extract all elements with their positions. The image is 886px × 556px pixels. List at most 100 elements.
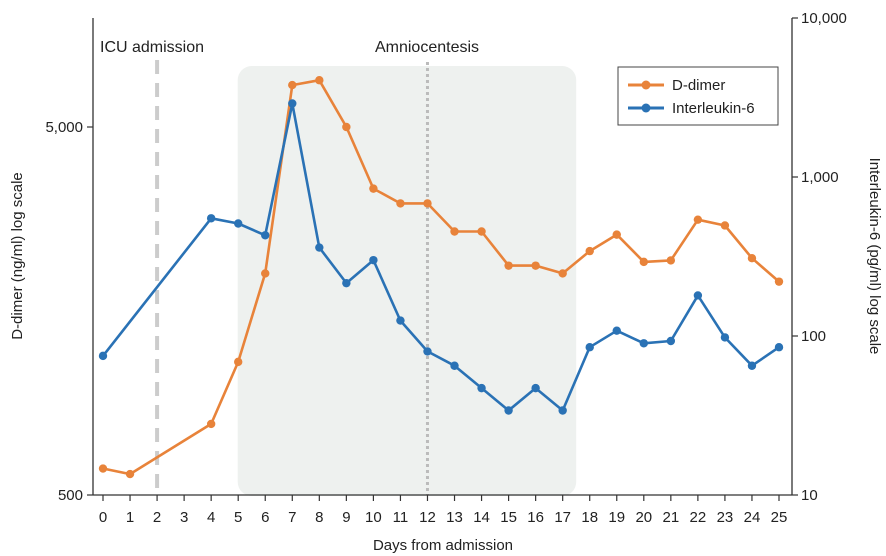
data-point-d-dimer [396,199,405,208]
series-interleukin-6 [98,99,784,415]
x-tick-label: 17 [554,509,571,526]
y-left-tick-label: 500 [58,487,83,504]
data-point-d-dimer [342,122,351,132]
x-tick-label: 3 [180,509,188,526]
y-left-axis-ticks: 500 5,000 [45,119,93,504]
x-tick-label: 21 [662,509,679,526]
data-point-interleukin-6 [98,351,108,361]
legend-box [617,66,779,126]
legend-marker-interleukin-6 [641,103,651,113]
data-point-d-dimer [720,221,730,230]
data-point-d-dimer [288,80,297,90]
data-point-d-dimer [234,357,243,367]
data-point-d-dimer [639,257,648,267]
data-point-interleukin-6 [288,99,297,108]
x-tick-label: 8 [315,509,323,526]
data-point-interleukin-6 [315,243,324,252]
x-tick-label: 16 [527,509,544,526]
x-tick-label: 24 [744,509,761,526]
legend-label-interleukin-6: Interleukin-6 [672,100,755,117]
x-tick-label: 18 [581,509,598,526]
data-point-interleukin-6 [369,255,378,265]
legend-item-interleukin-6: Interleukin-6 [628,100,755,117]
data-point-d-dimer [98,464,108,473]
legend-item-d-dimer: D-dimer [628,77,725,94]
data-point-d-dimer [369,184,378,193]
x-tick-label: 12 [419,509,436,526]
data-point-d-dimer [477,227,486,236]
y-right-tick-label: 1,000 [801,169,839,186]
data-point-interleukin-6 [531,383,540,393]
data-point-d-dimer [666,256,676,265]
x-tick-label: 10 [365,509,382,526]
data-point-interleukin-6 [612,326,621,335]
x-tick-label: 25 [771,509,788,526]
data-point-d-dimer [504,261,513,270]
data-point-d-dimer [315,76,324,85]
data-point-d-dimer [693,215,703,224]
x-tick-label: 15 [500,509,517,526]
data-point-d-dimer [774,277,784,286]
data-point-d-dimer [261,269,270,278]
series-line-d-dimer [102,78,780,476]
data-point-interleukin-6 [396,316,405,325]
legend-marker-d-dimer [641,80,651,90]
x-tick-label: 14 [473,509,490,526]
y-right-tick-label: 10 [801,487,818,504]
y-right-tick-label: 100 [801,328,826,345]
y-right-axis-title: Interleukin-6 (pg/ml) log scale [866,158,883,355]
data-point-interleukin-6 [558,406,567,415]
x-axis-title: Days from admission [373,537,513,554]
shaded-period [237,66,577,496]
x-tick-label: 4 [207,509,215,526]
x-tick-label: 19 [608,509,625,526]
data-point-interleukin-6 [234,219,243,228]
data-point-interleukin-6 [774,343,784,352]
data-point-d-dimer [612,230,621,239]
data-point-interleukin-6 [693,291,703,300]
data-point-d-dimer [423,199,432,208]
data-point-interleukin-6 [450,361,459,370]
data-point-d-dimer [558,269,567,278]
data-point-d-dimer [531,261,540,270]
axes [92,18,793,496]
y-left-axis-title: D-dimer (ng/ml) log scale [9,172,26,340]
x-tick-label: 13 [446,509,463,526]
y-left-tick-label: 5,000 [45,119,83,136]
x-tick-label: 9 [342,509,350,526]
x-tick-label: 0 [99,509,107,526]
y-right-axis-ticks: 10 100 1,000 10,000 [792,10,847,504]
data-point-interleukin-6 [666,336,676,346]
y-right-tick-label: 10,000 [801,10,847,27]
data-point-interleukin-6 [639,339,648,348]
legend: D-dimer Interleukin-6 [617,66,779,126]
amniocentesis-label: Amniocentesis [375,39,479,56]
x-tick-label: 2 [153,509,161,526]
legend-label-d-dimer: D-dimer [672,77,725,94]
data-point-d-dimer [585,246,594,256]
x-tick-label: 20 [635,509,652,526]
x-tick-label: 7 [288,509,296,526]
data-point-interleukin-6 [747,361,757,370]
x-tick-label: 6 [261,509,269,526]
data-point-d-dimer [125,469,135,479]
x-tick-label: 22 [690,509,707,526]
data-point-interleukin-6 [477,383,486,393]
x-tick-label: 5 [234,509,242,526]
data-point-interleukin-6 [585,343,594,352]
data-point-interleukin-6 [504,406,513,415]
data-point-interleukin-6 [261,231,270,240]
x-tick-label: 23 [717,509,734,526]
data-point-interleukin-6 [423,347,432,356]
data-point-interleukin-6 [206,214,216,223]
data-point-d-dimer [747,254,757,263]
series-d-dimer [98,76,784,479]
data-point-interleukin-6 [342,278,351,288]
data-point-d-dimer [450,227,459,236]
x-axis-ticks: 0 1 2 3 4 5 6 7 8 9 10 11 12 13 14 15 16 17 18 19 20 21 22 23 24… [99,495,788,526]
series-layer [98,76,784,479]
data-point-d-dimer [206,419,216,429]
data-point-interleukin-6 [720,333,730,342]
x-tick-label: 11 [393,509,409,526]
